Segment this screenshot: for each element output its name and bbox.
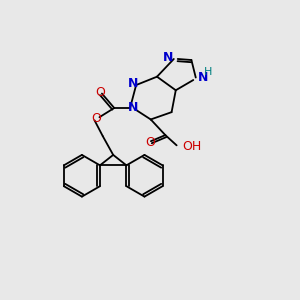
Text: O: O	[92, 112, 101, 125]
Text: N: N	[162, 51, 173, 64]
Text: OH: OH	[182, 140, 202, 153]
Text: O: O	[96, 86, 106, 99]
Text: H: H	[204, 67, 212, 77]
Text: N: N	[128, 77, 138, 90]
Text: O: O	[145, 136, 154, 149]
Text: N: N	[128, 101, 138, 115]
Text: N: N	[197, 71, 208, 84]
